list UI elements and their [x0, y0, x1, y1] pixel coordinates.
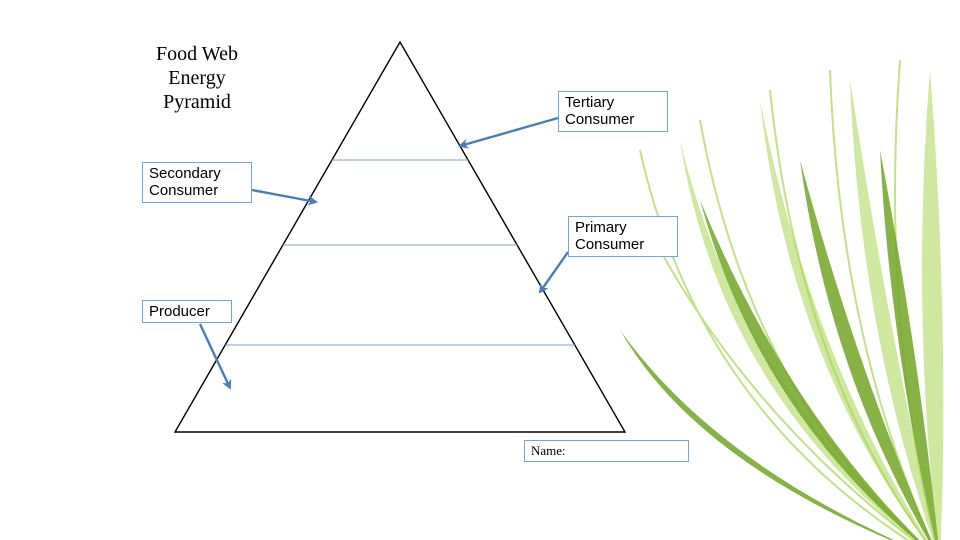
label-line: Producer	[149, 303, 225, 320]
label-line: Consumer	[575, 236, 671, 253]
name-field[interactable]: Name:	[524, 440, 689, 462]
label-producer: Producer	[142, 300, 232, 323]
diagram-title: Food Web Energy Pyramid	[140, 42, 254, 114]
label-line: Consumer	[565, 111, 661, 128]
slide: Food Web Energy Pyramid	[0, 0, 960, 540]
name-label: Name:	[531, 443, 682, 459]
label-line: Primary	[575, 219, 671, 236]
label-line: Consumer	[149, 182, 245, 199]
decoration-grass	[620, 60, 943, 540]
label-line: Tertiary	[565, 94, 661, 111]
arrows	[200, 118, 568, 388]
title-line-1: Food Web	[140, 42, 254, 66]
title-line-2: Energy Pyramid	[140, 66, 254, 114]
label-secondary-consumer: Secondary Consumer	[142, 162, 252, 203]
label-tertiary-consumer: Tertiary Consumer	[558, 91, 668, 132]
label-primary-consumer: Primary Consumer	[568, 216, 678, 257]
label-line: Secondary	[149, 165, 245, 182]
